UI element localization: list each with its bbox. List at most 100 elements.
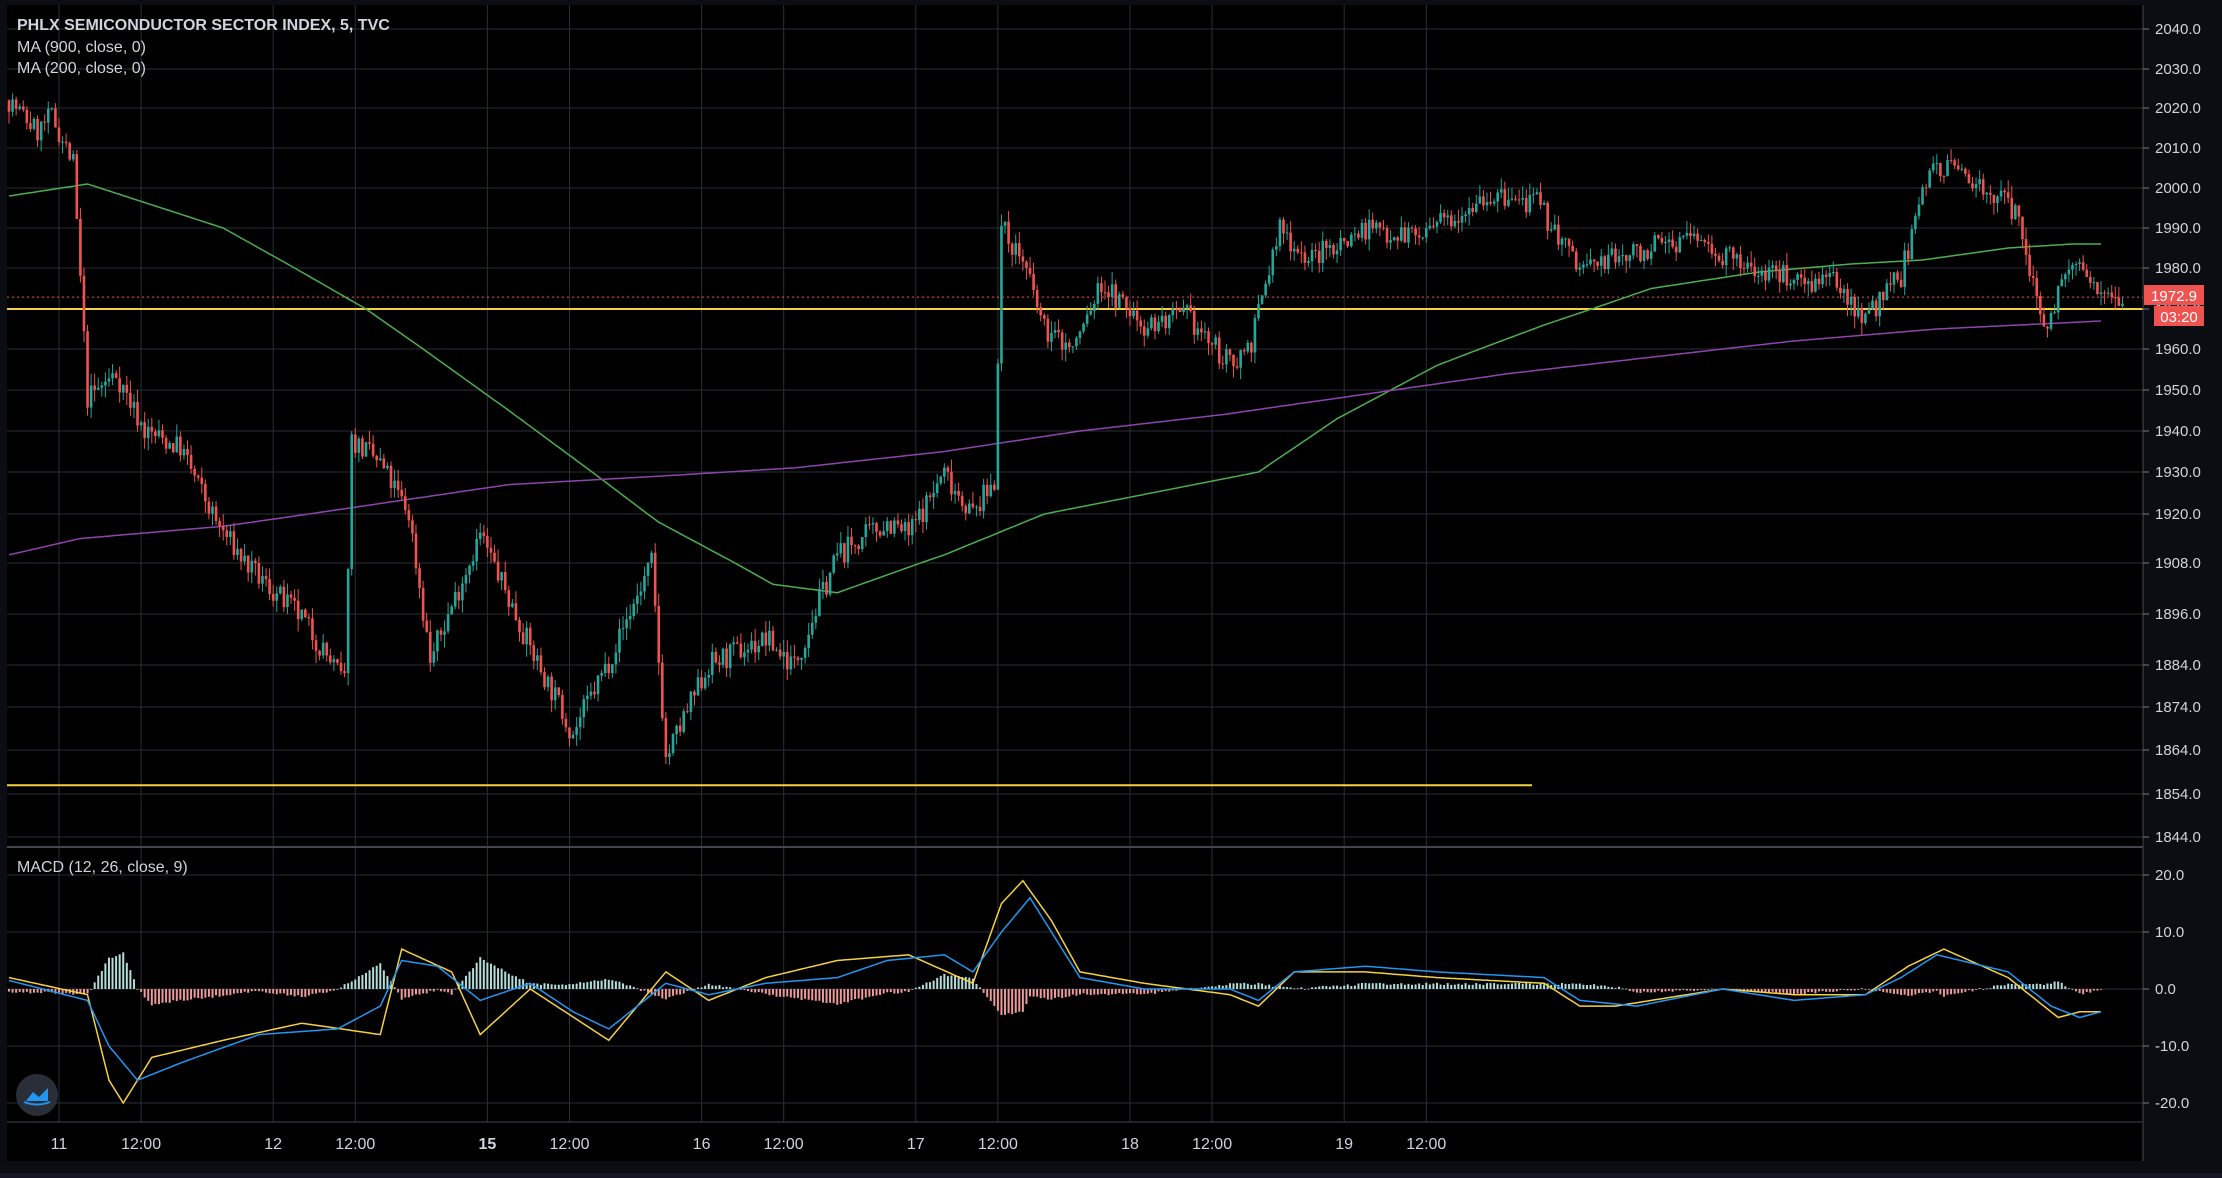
candle-body-540 [1935,163,1939,165]
macd-tick-label-1: 10.0 [2155,924,2184,941]
macd-hist-bar-551 [1975,989,1978,990]
price-badge: 1972.9 03:20 [2144,285,2204,326]
macd-hist-bar-377 [1353,985,1356,989]
macd-hist-bar-306 [1100,989,1103,994]
candle-body-552 [1978,179,1981,185]
candle-body-144 [521,632,525,645]
candle-body-26 [100,385,104,388]
macd-hist-bar-579 [2075,989,2078,992]
macd-hist-bar-15 [61,989,64,994]
candle-body-260 [935,483,939,494]
macd-hist-bar-452 [1621,988,1624,990]
price-badge-timer-box [2154,306,2204,326]
candle-body-304 [1092,303,1096,311]
candle-body-201 [725,648,728,668]
macd-hist-bar-411 [1475,983,1478,989]
macd-hist-bar-239 [861,989,864,1000]
macd-hist-bar-132 [479,957,482,989]
macd-hist-bar-56 [207,989,210,997]
candle-body-339 [1217,337,1221,364]
macd-hist-bar-388 [1393,983,1396,989]
macd-hist-bar-322 [1157,989,1160,992]
macd-legend[interactable]: MACD (12, 26, close, 9) [17,859,188,876]
candle-body-222 [800,657,803,660]
candle-body-424 [1521,197,1524,200]
price-axis[interactable]: 2040.0 2030.0 2020.0 2010.0 2000.0 1990.0 1980… [2143,21,2201,846]
macd-hist-bar-552 [1978,988,1981,989]
candle-body-302 [1085,314,1089,324]
macd-hist-bar-131 [475,962,478,989]
time-tick-label-10: 18 [1121,1136,1139,1153]
macd-hist-bar-111 [404,989,407,998]
macd-hist-bar-76 [279,989,282,994]
candle-body-345 [1239,350,1242,368]
candle-body-24 [93,385,96,390]
macd-hist-bar-193 [697,987,700,989]
candle-body-206 [743,652,746,658]
candle-body-142 [514,603,518,621]
macd-hist-bar-502 [1800,989,1803,995]
macd-hist-bar-288 [1036,989,1039,997]
time-axis[interactable]: 11 12:00 12 12:00 15 12:00 16 12:00 17 12:00 18 12:… [51,1136,1447,1153]
macd-hist-bar-298 [1071,989,1074,995]
candle-body-360 [1292,248,1296,252]
candle-body-61 [225,530,229,537]
candle-body-227 [818,588,821,617]
candle-body-589 [2110,292,2114,298]
candle-body-252 [907,522,910,536]
candle-body-371 [1332,245,1335,255]
macd-hist-bar-104 [379,963,382,989]
macd-hist-bar-5 [25,989,28,992]
candle-body-194 [700,677,703,689]
macd-hist-bar-472 [1693,989,1696,992]
macd-hist-bar-561 [2010,984,2013,989]
macd-hist-bar-6 [29,989,32,994]
macd-hist-bar-211 [761,989,764,993]
candle-body-96 [350,434,354,570]
macd-hist-bar-155 [561,984,564,989]
candle-body-499 [1789,283,1792,286]
macd-hist-bar-39 [147,989,150,1001]
candle-body-15 [61,141,64,143]
candle-body-21 [82,275,86,332]
candle-body-484 [1735,254,1739,259]
macd-hist-bar-94 [343,984,346,989]
macd-hist-bar-518 [1857,989,1860,990]
macd-hist-bar-395 [1418,983,1421,989]
candle-body-243 [875,522,878,532]
macd-axis[interactable]: 20.0 10.0 0.0 -10.0 -20.0 [2143,867,2189,1112]
chart-title[interactable]: PHLX SEMICONDUCTOR SECTOR INDEX, 5, TVC [17,17,390,34]
macd-hist-bar-168 [607,979,610,989]
macd-hist-bar-471 [1689,989,1692,991]
candle-body-234 [843,543,846,563]
legend-ma900[interactable]: MA (900, close, 0) [17,39,146,56]
price-tick-label-4: 2000.0 [2155,180,2201,197]
candle-body-513 [1839,287,1842,294]
macd-hist-bar-144 [522,979,525,989]
macd-hist-bar-428 [1535,984,1538,989]
tradingview-logo[interactable] [16,1074,58,1116]
macd-hist-bar-272 [979,987,982,989]
candle-body-25 [96,387,100,390]
macd-hist-bar-385 [1382,983,1385,989]
macd-hist-bar-41 [154,989,157,1004]
time-tick-label-4: 15 [478,1136,496,1153]
macd-hist-bar-494 [1771,989,1774,992]
candle-body-98 [357,438,361,453]
macd-hist-bar-581 [2082,989,2085,995]
candle-body-326 [1171,308,1175,316]
macd-hist-bar-399 [1432,983,1435,989]
macd-hist-bar-527 [1889,989,1892,994]
candle-body-334 [1200,328,1203,333]
candle-body-550 [1971,183,1974,189]
legend-ma200[interactable]: MA (200, close, 0) [17,60,146,77]
candle-body-446 [1599,256,1603,266]
macd-hist-bar-220 [793,989,796,999]
macd-hist-bar-299 [1075,989,1078,996]
candle-body-508 [1821,274,1824,285]
time-tick-label-12: 19 [1335,1136,1353,1153]
candle-body-323 [1160,315,1164,322]
macd-hist-bar-127 [461,980,464,989]
macd-hist-bar-538 [1928,989,1931,993]
